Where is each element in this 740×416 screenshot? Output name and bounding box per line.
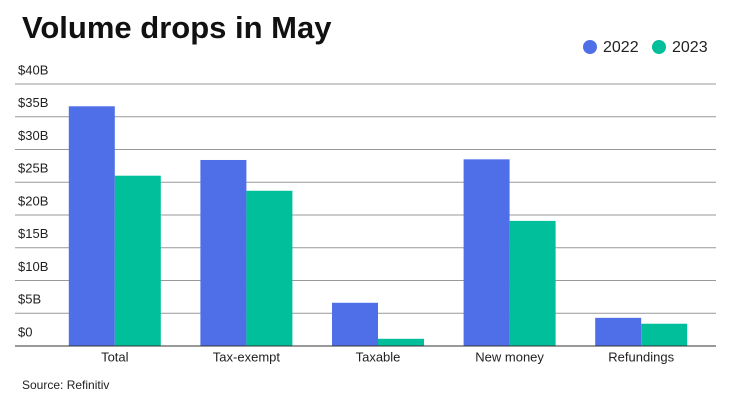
bar — [641, 323, 688, 346]
y-tick-label: $15B — [18, 226, 48, 241]
y-tick-label: $30B — [18, 128, 48, 143]
bar — [332, 302, 378, 346]
y-tick-label: $10B — [18, 259, 48, 274]
bar — [246, 190, 293, 346]
x-tick-label: Tax-exempt — [213, 349, 281, 364]
source: Source: Refinitiv — [22, 378, 109, 392]
bar — [200, 159, 247, 346]
bar — [595, 317, 642, 346]
y-tick-label: $5B — [18, 292, 41, 307]
bar — [68, 106, 115, 347]
x-tick-label: Total — [101, 349, 129, 364]
legend-label: 2023 — [672, 39, 708, 56]
legend-marker — [652, 40, 666, 54]
y-tick-label: $0 — [18, 324, 32, 339]
x-tick-label: New money — [475, 349, 544, 364]
y-tick-label: $25B — [18, 161, 48, 176]
chart-title: Volume drops in May — [22, 10, 332, 45]
bar — [114, 175, 161, 346]
legend-label: 2022 — [603, 39, 639, 56]
y-tick-label: $20B — [18, 193, 48, 208]
x-tick-label: Refundings — [608, 349, 674, 364]
legend-marker — [583, 40, 597, 54]
y-tick-label: $35B — [18, 95, 48, 110]
y-tick-label: $40B — [18, 62, 48, 77]
bar — [509, 220, 556, 346]
x-tick-label: Taxable — [356, 349, 401, 364]
bar — [463, 159, 510, 346]
bar — [378, 338, 424, 346]
